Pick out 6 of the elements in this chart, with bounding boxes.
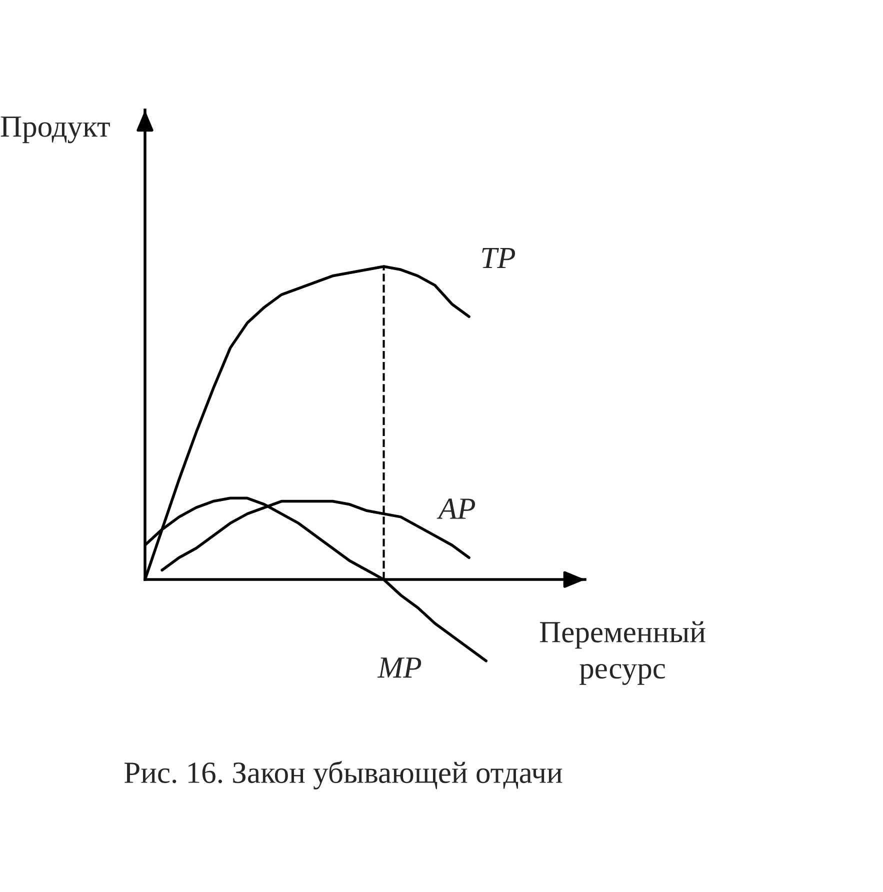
x-axis-title: Переменный ресурс — [540, 621, 706, 685]
text: Рис. 16. Закон убывающей отдачи — [124, 760, 562, 790]
series-label: TP — [482, 248, 516, 268]
series-label: AP — [436, 498, 476, 519]
series-label: MP — [377, 658, 422, 678]
y-axis-title: Продукт — [0, 116, 110, 144]
